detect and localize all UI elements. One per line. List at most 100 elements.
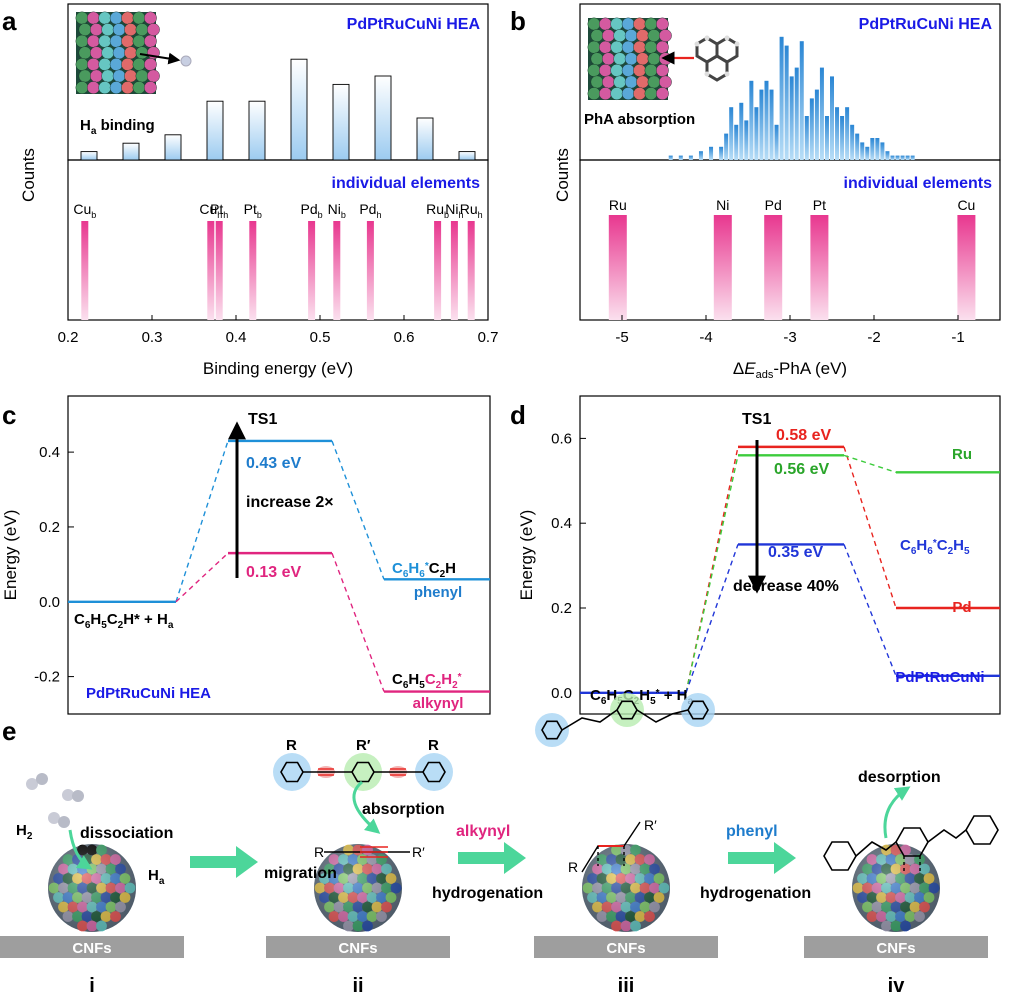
cnf-label: CNFs <box>338 940 377 957</box>
atom <box>656 87 669 101</box>
panel-c-alkynyl-product: C6H5C2H2* <box>392 671 462 691</box>
panel-b-title: PdPtRuCuNi HEA <box>859 16 993 33</box>
bar <box>754 107 759 160</box>
panel-d-product: C6H6*C2H5 <box>900 537 970 557</box>
panel-label-c: c <box>2 400 16 430</box>
atom <box>98 34 112 48</box>
nanoparticle-shade <box>582 844 670 932</box>
atom <box>610 40 624 54</box>
atom <box>602 29 615 42</box>
panel-c-system-label: PdPtRuCuNi HEA <box>86 685 211 702</box>
panel-b-x-ticks: -5 -4 -3 -2 -1 <box>615 315 965 346</box>
element-bar-ru-b <box>434 221 442 320</box>
element-label: Rub <box>426 201 449 220</box>
bar <box>895 155 900 160</box>
panel-d-pd-label: Pd <box>952 599 971 616</box>
bar <box>729 107 734 160</box>
cnf-support-3 <box>534 936 718 958</box>
x-tick-label: 0.4 <box>226 329 247 346</box>
atom <box>610 17 624 31</box>
y-tick-label: 0.2 <box>39 519 60 536</box>
panel-c-phenyl-product: C6H6*C2H <box>392 560 456 580</box>
atom <box>590 75 604 89</box>
bar <box>784 45 789 160</box>
element-bar-ni-b <box>333 221 341 320</box>
x-tick-label: 0.2 <box>58 329 79 346</box>
atom <box>633 17 646 31</box>
panel-d-decrease-label: decrease 40% <box>733 578 839 595</box>
hea-slab-illustration <box>75 11 160 95</box>
bar <box>744 120 749 160</box>
element-label: Pt <box>813 197 826 213</box>
element-bar-pt-h <box>215 221 223 320</box>
element-label: Ru <box>609 197 627 213</box>
bar <box>668 155 673 160</box>
atom <box>621 87 635 101</box>
atom <box>636 75 649 89</box>
bar <box>830 76 834 160</box>
atom <box>647 75 661 89</box>
panel-c-ts-label: TS1 <box>248 411 277 428</box>
bar <box>678 155 683 160</box>
atom <box>75 11 89 25</box>
atom <box>75 58 89 71</box>
element-label: Cu <box>957 197 975 213</box>
atom <box>87 58 100 71</box>
r-right-label: R <box>428 737 439 754</box>
step-ii: ii <box>352 975 363 996</box>
bar <box>416 117 434 161</box>
atom <box>659 75 672 89</box>
bar <box>248 100 266 161</box>
hydrogenation-label-2: hydrogenation <box>700 885 811 902</box>
connector <box>175 440 229 602</box>
alkynyl-label: alkynyl <box>456 823 510 840</box>
nanoparticle-shade <box>852 844 940 932</box>
connector <box>843 454 897 473</box>
bar <box>885 151 890 160</box>
bar <box>734 124 739 160</box>
y-tick-label: -0.2 <box>34 669 60 686</box>
hea-slab-with-pha-illustration <box>587 17 672 101</box>
atom <box>135 23 149 37</box>
hea-nanoparticles <box>48 844 940 932</box>
panel-d-pd-barrier: 0.58 eV <box>776 427 831 444</box>
bar <box>840 116 845 160</box>
element-bar-ru-h <box>467 221 475 320</box>
panel-b-top-bars <box>668 36 915 161</box>
atom <box>87 81 100 95</box>
atom <box>75 34 89 48</box>
step-i: i <box>89 975 95 996</box>
panel-d-frame <box>579 395 1001 715</box>
r-prime-top-label: R′ <box>356 737 371 754</box>
element-label: Pdb <box>301 201 323 220</box>
connector <box>843 446 897 609</box>
connector <box>331 552 385 692</box>
panel-b-xlabel: ΔEads-PhA (eV) <box>733 359 847 381</box>
atom <box>656 17 669 31</box>
bar <box>850 124 855 160</box>
atom <box>90 23 103 37</box>
atom <box>121 34 135 48</box>
element-label: Nih <box>445 201 463 220</box>
panel-label-b: b <box>510 6 526 36</box>
atom <box>610 64 624 77</box>
atom <box>587 40 601 54</box>
atom <box>633 40 646 54</box>
bar <box>759 89 764 160</box>
atom <box>656 64 669 77</box>
cnf-supports: CNFs CNFs CNFs CNFs <box>0 936 988 958</box>
x-tick-label: 0.3 <box>142 329 163 346</box>
atom <box>613 52 627 66</box>
panel-b: Ru Ni Pd Pt Cu -5 -4 -3 -2 -1 PdPtRuCuNi HEA ind… <box>553 3 1001 381</box>
atom <box>112 23 126 37</box>
bar <box>698 151 703 160</box>
h-atom <box>180 55 192 67</box>
element-bar-cu-b <box>81 221 89 320</box>
element-label: Cub <box>73 201 96 220</box>
element-bar-pd-b <box>308 221 316 320</box>
panel-c-alkynyl-barrier: 0.13 eV <box>246 564 301 581</box>
r-left-label: R <box>286 737 297 754</box>
atom <box>146 69 160 83</box>
atom <box>587 64 601 77</box>
y-tick-label: 0.6 <box>551 430 572 447</box>
